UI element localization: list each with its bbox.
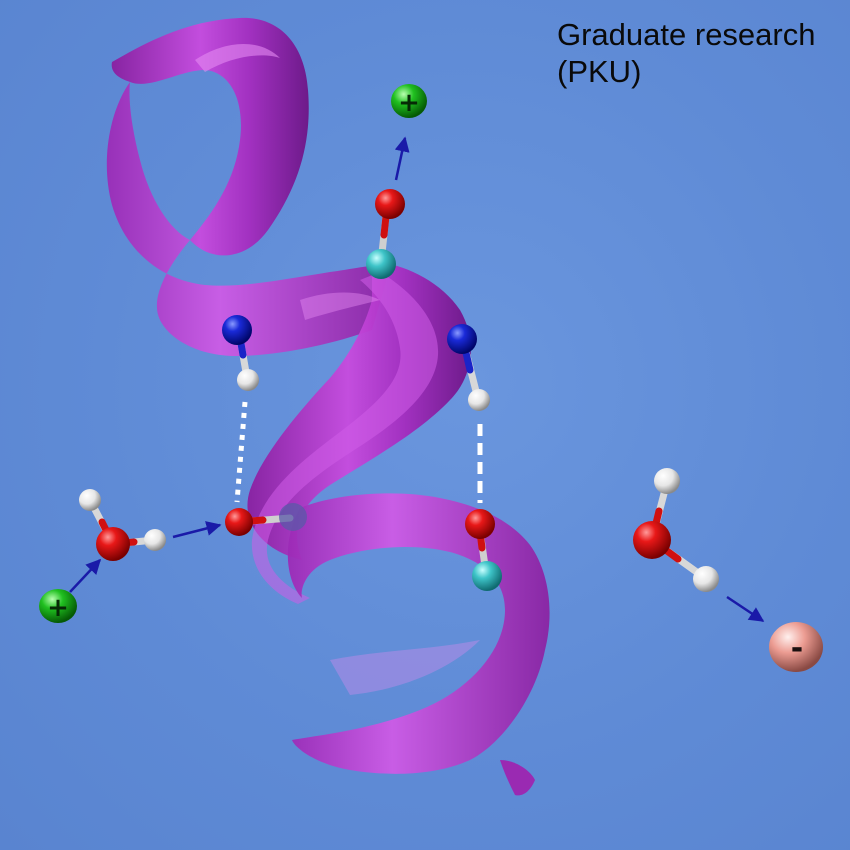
hydrogen-atom bbox=[144, 529, 166, 551]
helix-highlight bbox=[300, 292, 380, 320]
carbon-atom bbox=[366, 249, 396, 279]
hydrogen-bonds bbox=[234, 401, 483, 503]
helix-segment-left-bend bbox=[106, 82, 390, 357]
oxygen-atom bbox=[465, 509, 495, 539]
water-oxygen-atom bbox=[96, 527, 130, 561]
atoms bbox=[79, 189, 719, 592]
hydrogen-atom bbox=[237, 369, 259, 391]
helix-segment-lower bbox=[287, 493, 550, 774]
arrow-to-cation-top bbox=[394, 136, 410, 181]
arrow-to-backbone-oxygen bbox=[172, 521, 222, 539]
helix-segment-tail bbox=[500, 760, 535, 796]
carbon-atom-behind-ribbon bbox=[279, 503, 307, 531]
caption-line-1: Graduate research bbox=[557, 17, 816, 52]
cation-top bbox=[391, 84, 427, 118]
arrow-to-anion bbox=[726, 595, 765, 623]
nitrogen-atom bbox=[447, 324, 477, 354]
oxygen-atom bbox=[375, 189, 405, 219]
anion-right-sign: - bbox=[791, 631, 803, 666]
arrow-from-cation-left bbox=[69, 558, 102, 593]
hydrogen-atom bbox=[693, 566, 719, 592]
hydrogen-atom bbox=[468, 389, 490, 411]
hydrogen-bond-dotted bbox=[234, 401, 248, 503]
helix-highlight bbox=[330, 640, 480, 695]
caption-line-2: (PKU) bbox=[557, 54, 642, 89]
anion-right bbox=[769, 622, 823, 672]
nitrogen-atom bbox=[222, 315, 252, 345]
helix-segment-top bbox=[111, 17, 309, 256]
arrows bbox=[69, 136, 765, 623]
cation-left-sign: + bbox=[47, 593, 69, 623]
cation-left bbox=[39, 589, 77, 623]
oxygen-atom bbox=[225, 508, 253, 536]
helix-highlight bbox=[195, 43, 280, 72]
cation-top-sign: + bbox=[398, 88, 420, 118]
hydrogen-atom bbox=[654, 468, 680, 494]
helix-segment-middle-front bbox=[251, 272, 439, 604]
water-oxygen-atom bbox=[633, 521, 671, 559]
caption: Graduate research (PKU) bbox=[557, 16, 847, 90]
hydrogen-atom bbox=[79, 489, 101, 511]
ions: + + - bbox=[39, 84, 823, 672]
carbon-atom bbox=[472, 561, 502, 591]
